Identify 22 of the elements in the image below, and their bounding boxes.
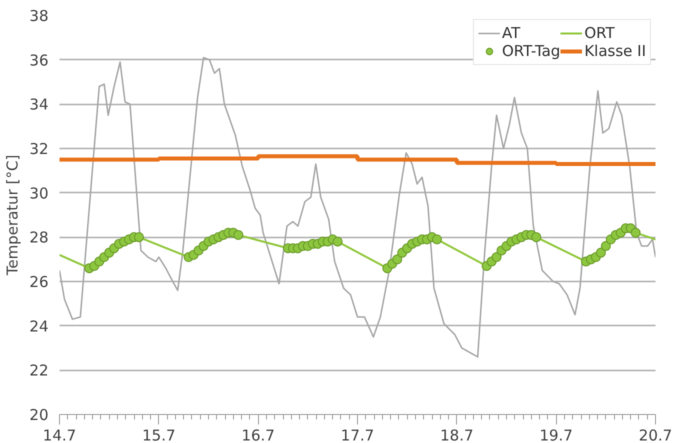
x-tick-label: 17.7 <box>340 426 374 443</box>
x-tick-label: 15.7 <box>142 426 176 443</box>
legend-label: AT <box>502 24 522 42</box>
y-tick-label: 36 <box>29 51 49 70</box>
y-tick-label: 20 <box>29 406 49 424</box>
x-tick-label: 14.7 <box>42 426 76 443</box>
y-tick-label: 32 <box>29 140 49 158</box>
legend-label: ORT-Tag <box>502 42 560 60</box>
y-tick-label: 34 <box>29 96 49 114</box>
legend-label: ORT <box>584 24 615 42</box>
y-axis-title: Temperatur [°C] <box>3 154 22 276</box>
x-tick-label: 20.7 <box>638 426 672 443</box>
y-tick-label: 38 <box>29 7 49 25</box>
y-tick-label: 22 <box>29 362 49 380</box>
y-tick-label: 24 <box>29 317 49 336</box>
x-tick-label: 16.7 <box>241 426 275 443</box>
legend-label: Klasse II <box>584 42 646 60</box>
y-tick-label: 28 <box>29 228 49 247</box>
x-tick-label: 18.7 <box>440 426 474 443</box>
y-tick-label: 26 <box>29 273 49 291</box>
y-tick-label: 30 <box>29 184 49 202</box>
x-tick-label: 19.7 <box>539 426 573 443</box>
